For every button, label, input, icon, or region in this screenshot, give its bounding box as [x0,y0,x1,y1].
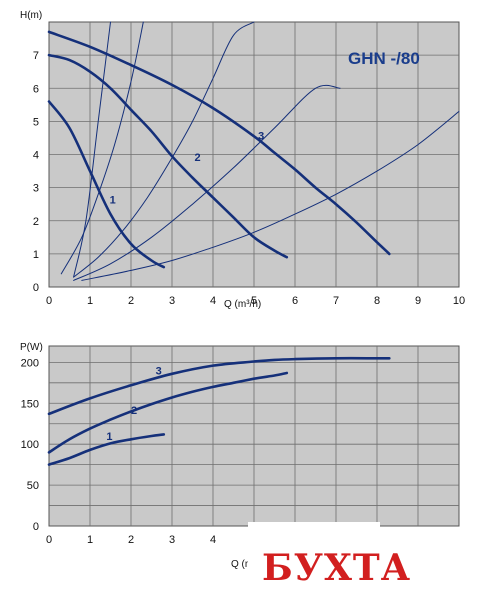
head-y-tick-label: 7 [33,50,39,62]
head-system-curve [73,21,111,278]
head-curve-label-2: 2 [195,152,201,164]
power-curve-label-3: 3 [156,366,162,378]
head-grid [49,22,459,287]
head-x-tick-label: 9 [415,295,421,307]
watermark-background [248,522,380,590]
power-y-tick-label: 200 [21,357,39,369]
power-x-tick-label: 0 [46,534,52,546]
power-y-tick-label: 100 [21,439,39,451]
head-x-axis-title: Q (m³/h) [224,299,261,310]
power-y-tick-labels: 0 50 100 150 200 [21,357,39,533]
power-y-axis-title: P(W) [20,342,43,353]
head-x-tick-label: 4 [210,295,216,307]
head-x-tick-label: 7 [333,295,339,307]
head-curve-label-3: 3 [258,130,264,142]
head-x-tick-label: 5 [251,295,257,307]
chart-title: GHN -/80 [348,49,420,68]
head-system-curve [73,84,341,281]
power-y-tick-label: 50 [27,480,39,492]
head-curve-3 [47,30,391,256]
power-curve-label-1: 1 [106,431,112,443]
power-curve-label-2: 2 [131,405,137,417]
power-x-tick-label: 4 [210,534,216,546]
head-x-tick-label: 2 [128,295,134,307]
head-y-axis-title: H(m) [20,10,42,21]
power-curve-2 [47,371,289,454]
power-grid [49,346,459,526]
power-y-tick-label: 0 [33,521,39,533]
head-system-curve [60,21,144,275]
head-y-tick-label: 3 [33,183,39,195]
head-y-tick-label: 0 [33,282,39,294]
head-x-tick-label: 1 [87,295,93,307]
watermark-text: БУХТА [262,547,411,589]
head-x-tick-labels: 0 1 2 3 4 5 6 7 8 9 10 [46,295,465,307]
watermark-logo: БУХТА [248,522,411,590]
head-y-tick-label: 5 [33,116,39,128]
power-x-tick-label: 3 [169,534,175,546]
head-curve-labels: 1 2 3 [110,130,265,206]
head-x-tick-label: 3 [169,295,175,307]
head-y-tick-label: 4 [33,150,39,162]
head-system-curve [81,110,460,281]
head-y-tick-label: 1 [33,249,39,261]
power-curves [47,356,391,466]
head-y-tick-label: 6 [33,83,39,95]
head-pump-curves [47,30,391,269]
power-curve-1 [47,433,166,466]
head-x-tick-label: 8 [374,295,380,307]
head-x-tick-label: 10 [453,295,465,307]
head-y-tick-label: 2 [33,216,39,228]
power-x-tick-label: 1 [87,534,93,546]
power-curve-labels: 1 2 3 [106,366,161,443]
head-y-tick-labels: 0 1 2 3 4 5 6 7 [33,50,39,294]
power-curve-3 [47,356,391,416]
power-x-tick-label: 2 [128,534,134,546]
head-curve-label-1: 1 [110,195,116,207]
head-x-tick-label: 6 [292,295,298,307]
head-curve-1 [47,100,166,269]
head-curve-2 [47,53,289,259]
power-y-tick-label: 150 [21,398,39,410]
head-x-tick-label: 0 [46,295,52,307]
